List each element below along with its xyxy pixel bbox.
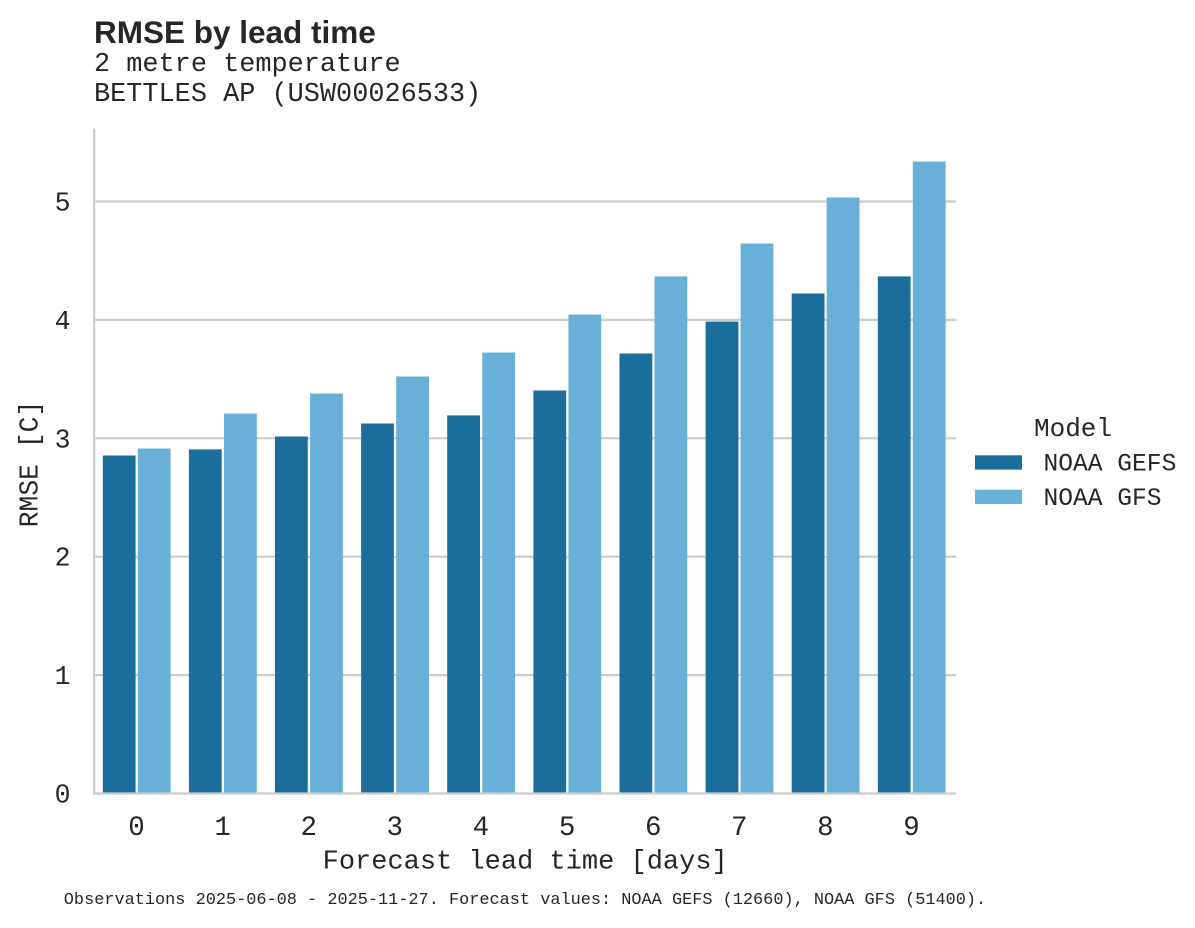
svg-text:5: 5 [559,813,576,844]
svg-text:1: 1 [214,813,231,844]
svg-text:Model: Model [1034,414,1112,444]
svg-text:Observations 2025-06-08 - 2025: Observations 2025-06-08 - 2025-11-27. Fo… [64,891,986,910]
svg-text:4: 4 [473,813,490,844]
svg-text:3: 3 [55,425,71,455]
svg-text:0: 0 [128,813,145,844]
svg-text:2: 2 [300,813,317,844]
svg-text:BETTLES AP (USW00026533): BETTLES AP (USW00026533) [94,80,481,110]
svg-text:1: 1 [55,662,71,692]
svg-text:9: 9 [903,813,920,844]
svg-text:4: 4 [55,307,71,337]
svg-text:2 metre temperature: 2 metre temperature [94,50,401,80]
svg-text:Forecast lead time [days]: Forecast lead time [days] [323,848,728,878]
svg-text:7: 7 [731,813,748,844]
svg-text:NOAA GEFS: NOAA GEFS [1044,452,1177,479]
svg-text:8: 8 [817,813,834,844]
svg-text:0: 0 [55,781,71,811]
svg-text:5: 5 [55,189,71,219]
svg-text:RMSE by lead time: RMSE by lead time [94,14,376,50]
svg-text:2: 2 [55,544,71,574]
svg-text:3: 3 [387,813,404,844]
svg-text:NOAA GFS: NOAA GFS [1044,486,1162,513]
svg-text:RMSE [C]: RMSE [C] [16,401,46,528]
svg-text:6: 6 [645,813,662,844]
